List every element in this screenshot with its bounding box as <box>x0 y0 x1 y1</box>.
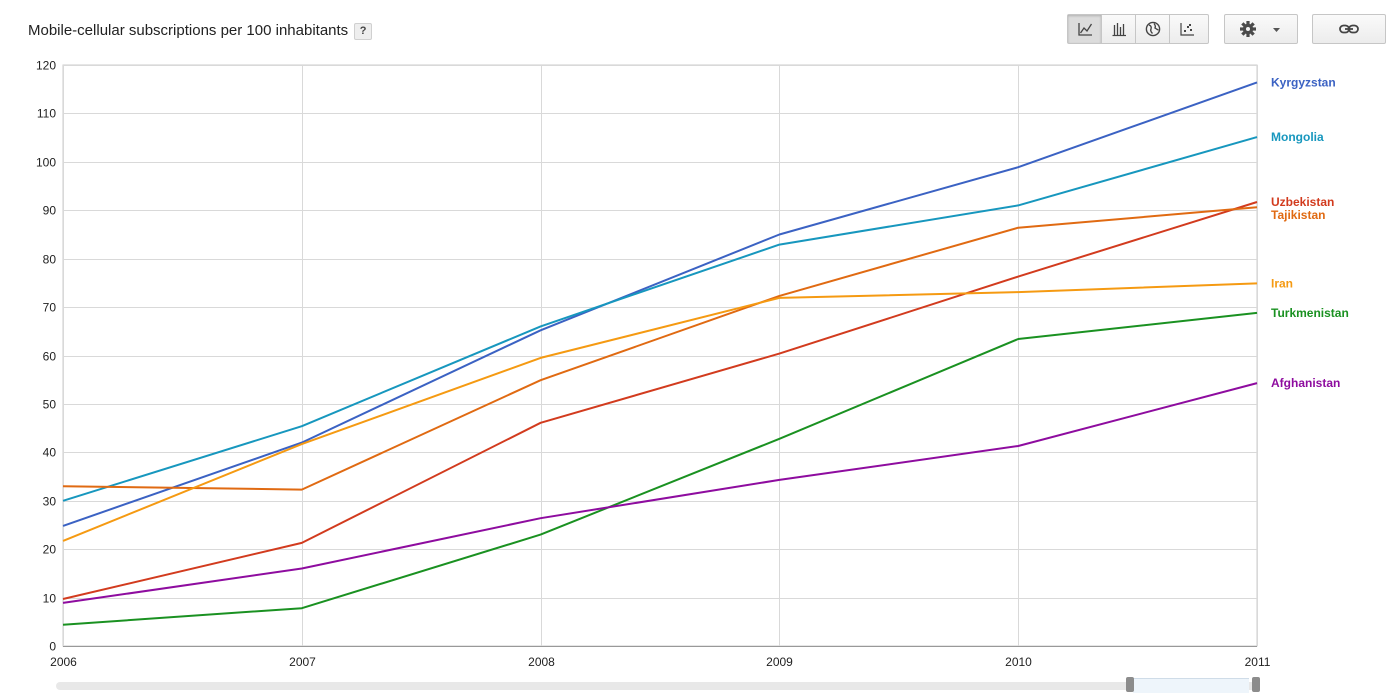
timeline-left-handle[interactable] <box>1126 677 1134 692</box>
timeline-scrollbar[interactable] <box>56 682 1260 690</box>
bar-chart-button[interactable] <box>1102 15 1136 43</box>
chart-title-text: Mobile-cellular subscriptions per 100 in… <box>28 22 349 39</box>
series-label: Iran <box>1271 276 1293 290</box>
series-line-iran <box>62 282 1258 542</box>
y-tick-label: 110 <box>37 107 56 121</box>
series-line-mongolia <box>62 136 1258 502</box>
link-button-inner[interactable] <box>1313 15 1385 43</box>
map-view-button[interactable] <box>1136 15 1170 43</box>
bar-chart-icon <box>1112 23 1126 37</box>
chart-type-toolbar <box>1067 14 1209 44</box>
y-tick-label: 120 <box>36 59 56 73</box>
series-line-turkmenistan <box>62 311 1258 626</box>
settings-dropdown[interactable] <box>1225 15 1297 43</box>
y-tick-label: 60 <box>43 350 57 364</box>
y-tick-label: 100 <box>36 156 56 170</box>
help-button[interactable]: ? <box>354 23 373 40</box>
x-tick-label: 2009 <box>766 655 793 669</box>
y-tick-label: 90 <box>43 204 57 218</box>
series-line-tajikistan <box>62 206 1258 491</box>
x-tick-label: 2010 <box>1005 655 1032 669</box>
y-tick-label: 10 <box>43 592 57 606</box>
series-line-uzbekistan <box>62 201 1258 600</box>
series-label: Tajikistan <box>1271 208 1325 222</box>
chart-title: Mobile-cellular subscriptions per 100 in… <box>28 22 373 40</box>
series-line-kyrgyzstan <box>62 81 1258 527</box>
series-line-afghanistan <box>62 382 1258 604</box>
y-tick-label: 70 <box>43 301 57 315</box>
y-tick-label: 0 <box>49 640 56 654</box>
x-tick-label: 2011 <box>1245 655 1271 669</box>
settings-menu-button[interactable] <box>1224 14 1298 44</box>
link-button[interactable] <box>1312 14 1386 44</box>
series-label: Mongolia <box>1271 130 1324 144</box>
y-tick-label: 20 <box>43 543 57 557</box>
series-label: Turkmenistan <box>1271 306 1349 320</box>
y-tick-label: 40 <box>43 446 57 460</box>
gear-icon <box>1240 21 1280 37</box>
series-label: Kyrgyzstan <box>1271 75 1336 89</box>
y-tick-label: 80 <box>43 253 57 267</box>
globe-icon <box>1145 21 1160 37</box>
series-label: Uzbekistan <box>1271 195 1334 209</box>
chevron-down-icon <box>1273 28 1280 32</box>
line-chart-icon <box>1077 23 1092 36</box>
scatter-icon <box>1180 23 1194 36</box>
x-tick-label: 2008 <box>528 655 555 669</box>
y-tick-label: 30 <box>43 495 57 509</box>
scatter-view-button[interactable] <box>1170 15 1204 43</box>
timeline-selection-window[interactable] <box>1133 678 1249 693</box>
x-tick-label: 2007 <box>289 655 316 669</box>
x-tick-label: 2006 <box>50 655 77 669</box>
series-label: Afghanistan <box>1271 376 1340 390</box>
plot-area <box>62 64 1258 647</box>
line-chart-button[interactable] <box>1068 15 1102 43</box>
y-tick-label: 50 <box>43 398 57 412</box>
link-icon <box>1339 24 1359 34</box>
timeline-right-handle[interactable] <box>1252 677 1260 692</box>
